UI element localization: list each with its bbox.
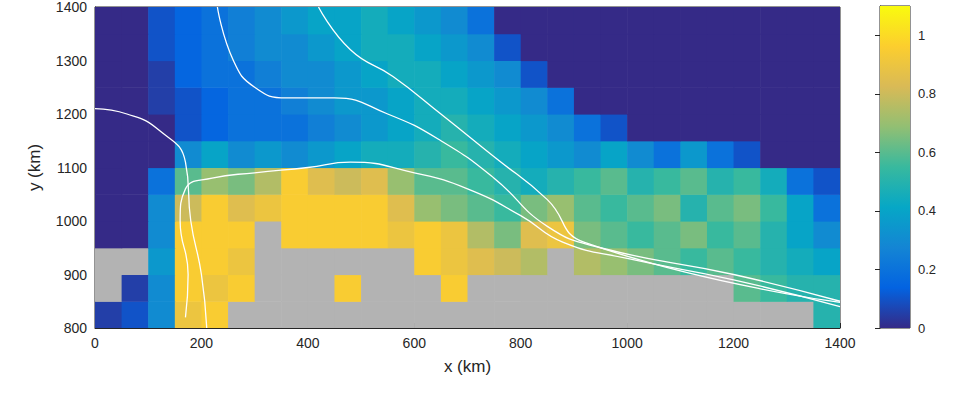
svg-text:1200: 1200 (56, 106, 87, 122)
svg-text:600: 600 (403, 335, 427, 351)
svg-text:200: 200 (190, 335, 214, 351)
svg-text:1400: 1400 (56, 0, 87, 15)
svg-text:1200: 1200 (718, 335, 749, 351)
svg-text:1100: 1100 (57, 160, 87, 176)
svg-text:y (km): y (km) (25, 144, 44, 191)
svg-text:0.6: 0.6 (918, 145, 936, 160)
svg-text:1300: 1300 (56, 53, 87, 69)
svg-text:0.4: 0.4 (918, 203, 936, 218)
svg-text:1: 1 (918, 28, 925, 43)
svg-text:400: 400 (296, 335, 320, 351)
svg-text:0.8: 0.8 (918, 86, 936, 101)
svg-text:0.2: 0.2 (918, 262, 936, 277)
svg-text:800: 800 (509, 335, 533, 351)
svg-text:0: 0 (91, 335, 99, 351)
svg-text:0: 0 (918, 321, 925, 336)
svg-text:1000: 1000 (56, 213, 87, 229)
svg-text:800: 800 (64, 320, 88, 336)
svg-text:1400: 1400 (824, 335, 855, 351)
svg-text:900: 900 (64, 267, 88, 283)
svg-text:x (km): x (km) (444, 357, 491, 376)
svg-text:1000: 1000 (612, 335, 643, 351)
